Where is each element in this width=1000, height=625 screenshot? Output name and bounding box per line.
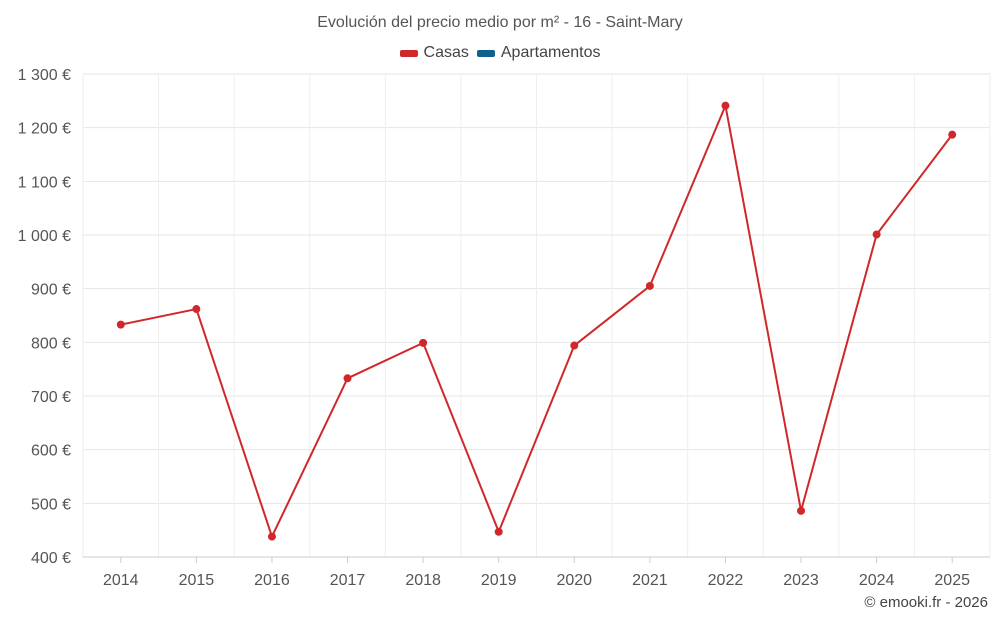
legend-item-apartamentos[interactable]: Apartamentos [476, 44, 601, 62]
data-point [570, 341, 579, 350]
x-tick-label: 2017 [330, 572, 366, 589]
data-point [494, 527, 503, 536]
y-tick-label: 800 € [31, 335, 71, 352]
x-tick-label: 2016 [254, 572, 290, 589]
data-point [116, 320, 125, 329]
x-tick-label: 2015 [179, 572, 215, 589]
x-tick-label: 2014 [103, 572, 139, 589]
legend: Casas Apartamentos [0, 44, 1000, 62]
data-point [343, 374, 352, 383]
y-tick-label: 500 € [31, 496, 71, 513]
y-tick-label: 1 200 € [18, 121, 71, 138]
data-point [948, 130, 957, 139]
legend-item-casas[interactable]: Casas [399, 44, 469, 62]
data-point [419, 338, 428, 347]
legend-label-casas: Casas [423, 44, 469, 61]
x-tick-label: 2025 [934, 572, 970, 589]
y-tick-label: 1 300 € [18, 67, 71, 84]
data-point [192, 305, 201, 314]
x-tick-label: 2023 [783, 572, 819, 589]
data-point [797, 506, 806, 515]
x-tick-label: 2022 [708, 572, 744, 589]
legend-swatch-casas [399, 49, 418, 57]
y-tick-label: 400 € [31, 550, 71, 567]
legend-swatch-apartamentos [476, 49, 495, 57]
x-tick-label: 2020 [556, 572, 592, 589]
y-tick-label: 900 € [31, 282, 71, 299]
data-point [721, 101, 730, 110]
data-point [267, 532, 276, 541]
y-tick-label: 700 € [31, 389, 71, 406]
legend-label-apartamentos: Apartamentos [500, 44, 601, 61]
x-tick-label: 2019 [481, 572, 517, 589]
chart-title: Evolución del precio medio por m² - 16 -… [317, 14, 683, 31]
x-tick-label: 2021 [632, 572, 668, 589]
x-tick-label: 2024 [859, 572, 895, 589]
series-line-casas [120, 104, 954, 538]
data-point [645, 281, 654, 290]
y-tick-label: 600 € [31, 443, 71, 460]
data-point [872, 230, 881, 239]
y-tick-label: 1 000 € [18, 228, 71, 245]
credit-text: © emooki.fr - 2026 [864, 594, 988, 611]
x-tick-label: 2018 [405, 572, 441, 589]
y-tick-label: 1 100 € [18, 174, 71, 191]
